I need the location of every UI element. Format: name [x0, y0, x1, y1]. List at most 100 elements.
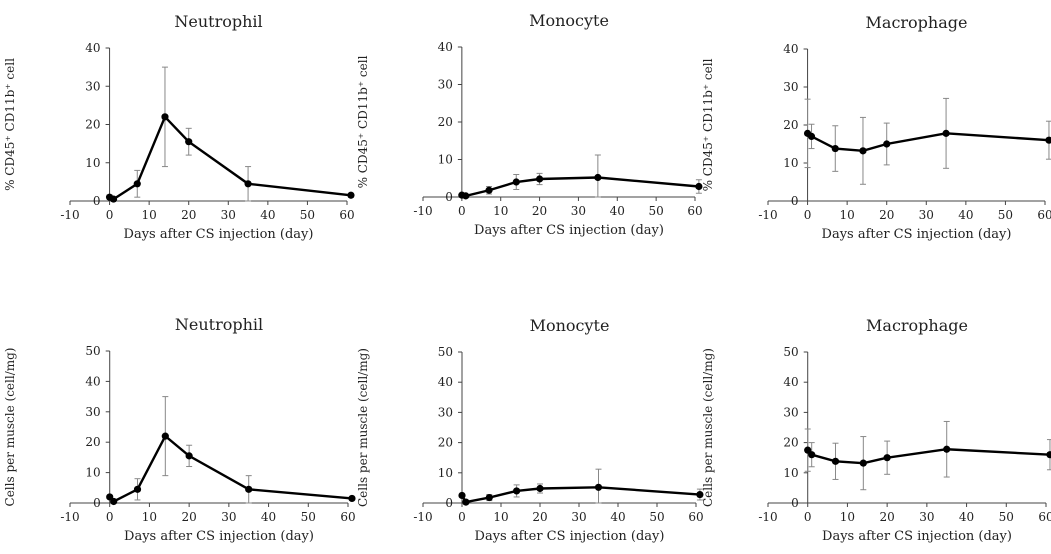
y-tick-label: 10: [438, 466, 453, 480]
data-point: [859, 459, 867, 467]
y-tick-label: 50: [783, 345, 798, 359]
data-point: [883, 454, 891, 462]
data-point: [244, 180, 252, 188]
data-point: [594, 483, 603, 491]
x-tick-label: 0: [804, 510, 812, 524]
chart-panel-6: Macrophage 0 10 20 30 40 50 -10 0 10 20 30 40 50 60 Day…: [701, 316, 1051, 544]
y-tick-label: 50: [85, 344, 100, 358]
y-tick-label: 10: [783, 466, 798, 480]
data-point: [348, 494, 356, 503]
data-point: [942, 129, 950, 137]
data-point: [458, 491, 466, 500]
x-tick-label: 20: [879, 208, 894, 222]
series-line: [806, 448, 1051, 465]
x-axis-label: Days after CS injection (day): [124, 529, 314, 544]
data-point: [1046, 451, 1051, 459]
y-tick-label: 50: [438, 345, 453, 359]
x-tick-label: 60: [1037, 208, 1051, 222]
chart-title: Monocyte: [529, 11, 609, 30]
y-axis-label: % CD45⁺ CD11b⁺ cell: [3, 58, 17, 191]
y-tick-label: 40: [783, 42, 798, 56]
x-tick-label: 10: [840, 510, 855, 524]
y-tick-label: 20: [438, 115, 453, 129]
data-point: [695, 182, 703, 191]
y-tick-label: 30: [438, 78, 453, 92]
x-tick-label: 20: [880, 510, 895, 524]
x-axis-label: Days after CS injection (day): [475, 529, 665, 544]
data-point: [485, 186, 493, 194]
y-axis-label: % CD45⁺ CD11b⁺ cell: [701, 58, 715, 191]
x-tick-label: 0: [458, 510, 466, 524]
x-axis-label: Days after CS injection (day): [474, 223, 664, 238]
x-tick-label: -10: [758, 208, 777, 222]
x-tick-label: 40: [958, 208, 973, 222]
series-line: [806, 132, 1050, 153]
x-tick-label: 0: [106, 510, 114, 524]
data-point: [462, 192, 470, 200]
y-tick-label: 30: [85, 405, 100, 419]
x-tick-label: 40: [260, 208, 275, 222]
x-tick-label: 50: [300, 208, 315, 222]
series-line: [109, 114, 352, 201]
x-tick-label: 30: [221, 510, 236, 524]
y-tick-label: 20: [85, 118, 100, 132]
data-point: [883, 140, 891, 148]
data-point: [831, 144, 839, 153]
data-point: [133, 485, 142, 493]
data-point: [133, 180, 141, 188]
data-point: [185, 138, 193, 146]
x-tick-label: 60: [688, 510, 703, 524]
y-tick-label: 30: [783, 405, 798, 419]
data-point: [161, 432, 169, 440]
y-tick-label: 30: [85, 79, 100, 93]
data-point: [110, 497, 118, 506]
y-tick-label: 40: [438, 40, 453, 54]
data-point: [943, 445, 951, 453]
y-tick-label: 0: [445, 190, 453, 204]
chart-panel-4: Neutrophil 0 10 20 30 40 50 -10 0 10 20 30 40 50 60 Day…: [3, 315, 356, 544]
x-tick-label: 10: [142, 208, 157, 222]
data-point: [512, 178, 520, 186]
chart-title: Neutrophil: [174, 12, 262, 31]
data-point: [535, 175, 544, 183]
x-tick-label: 30: [919, 510, 934, 524]
x-tick-label: -10: [60, 510, 79, 524]
y-tick-label: 40: [85, 374, 100, 388]
data-point: [807, 132, 816, 140]
x-tick-label: 40: [261, 510, 276, 524]
data-point: [485, 493, 493, 502]
x-tick-label: -10: [758, 510, 777, 524]
data-point: [859, 147, 867, 155]
y-tick-label: 30: [783, 80, 798, 94]
chart-panel-5: Monocyte 0 10 20 30 40 50 -10 0 10 20 30 40 50 60 Days …: [356, 316, 704, 544]
y-tick-label: 20: [85, 435, 100, 449]
y-tick-label: 0: [791, 496, 799, 510]
data-point: [109, 195, 118, 203]
series-line: [460, 486, 700, 504]
x-tick-label: -10: [60, 208, 79, 222]
x-tick-label: 10: [493, 204, 508, 218]
x-tick-label: 60: [1038, 510, 1051, 524]
data-point: [536, 484, 544, 493]
y-axis-label: Cells per muscle (cell/mg): [356, 348, 370, 507]
series-line: [108, 434, 353, 503]
x-tick-label: 50: [649, 204, 664, 218]
x-axis-label: Days after CS injection (day): [124, 227, 314, 242]
chart-panel-3: Macrophage 0 10 20 30 40 -10 0 10 20 30 40 50 60 Days …: [701, 13, 1051, 242]
x-tick-label: -10: [413, 510, 432, 524]
y-axis-label: % CD45⁺ CD11b⁺ cell: [356, 55, 370, 188]
y-axis-label: Cells per muscle (cell/mg): [3, 348, 17, 507]
x-tick-label: 30: [571, 510, 586, 524]
x-tick-label: 60: [339, 208, 354, 222]
y-tick-label: 10: [85, 466, 100, 480]
data-point: [696, 490, 704, 499]
x-tick-label: 30: [919, 208, 934, 222]
y-axis-label: Cells per muscle (cell/mg): [701, 348, 715, 507]
data-point: [245, 485, 253, 493]
x-tick-label: 20: [532, 510, 547, 524]
x-tick-label: 0: [458, 204, 466, 218]
data-point: [594, 173, 602, 182]
x-tick-label: 10: [840, 208, 855, 222]
y-tick-label: 20: [783, 118, 798, 132]
x-tick-label: 10: [493, 510, 508, 524]
